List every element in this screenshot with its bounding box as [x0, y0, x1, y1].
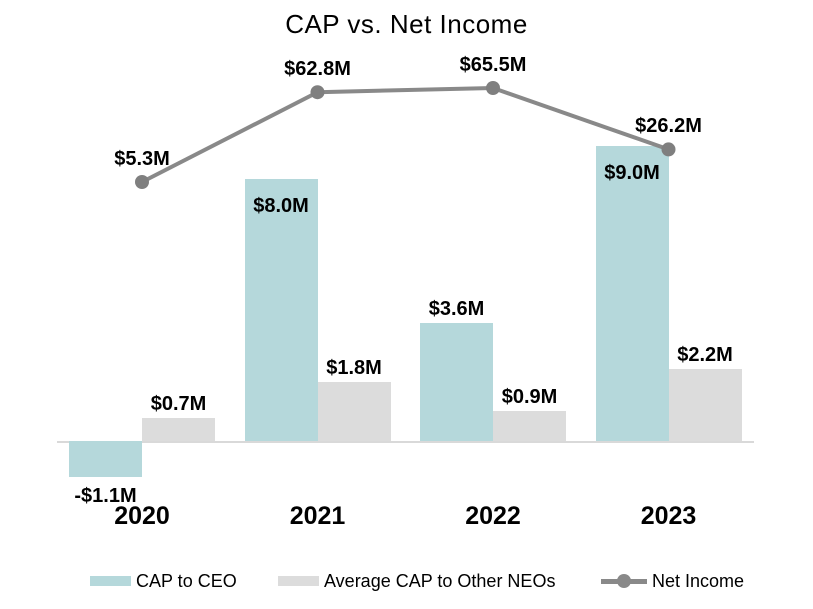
net-income-label-2023: $26.2M: [635, 115, 702, 138]
bar-label-cap-to-ceo-2020: -$1.1M: [74, 485, 137, 507]
x-axis-label-2023: 2023: [640, 502, 697, 530]
x-axis-line: [57, 441, 754, 443]
legend-label-avg-cap-other-neos: Average CAP to Other NEOs: [324, 570, 556, 591]
bar-label-average-cap-to-other-neos-2023: $2.2M: [677, 344, 733, 366]
bar-label-cap-to-ceo-2022: $3.6M: [428, 298, 485, 320]
x-axis-label-2021: 2021: [289, 502, 346, 530]
x-axis-label-2020: 2020: [114, 502, 170, 530]
bar-label-average-cap-to-other-neos-2020: $0.7M: [150, 393, 207, 415]
bar-cap-to-ceo-2021: [244, 179, 318, 441]
net-income-marker-2022: [486, 81, 500, 95]
net-income-label-2022: $65.5M: [459, 54, 527, 76]
legend: CAP to CEO Average CAP to Other NEOs Net…: [0, 568, 813, 594]
bar-average-cap-to-other-neos-2023: [668, 369, 742, 441]
chart-title: CAP vs. Net Income: [285, 9, 528, 39]
net-income-label-2020: $5.3M: [114, 148, 170, 170]
net-income-marker-2021: [310, 85, 325, 100]
net-income-label-2021: $62.8M: [284, 58, 351, 81]
bar-label-average-cap-to-other-neos-2022: $0.9M: [501, 386, 558, 408]
net-income-line-sample-icon: [601, 573, 647, 588]
bar-cap-to-ceo-2023: [595, 146, 669, 441]
legend-item-avg-cap-other-neos: Average CAP to Other NEOs: [278, 568, 555, 594]
net-income-line: [141, 85, 670, 184]
legend-item-net-income: Net Income: [601, 568, 744, 594]
bar-average-cap-to-other-neos-2020: [142, 418, 215, 441]
legend-item-cap-to-ceo: CAP to CEO: [90, 568, 237, 594]
bar-average-cap-to-other-neos-2022: [493, 411, 566, 441]
bar-average-cap-to-other-neos-2021: [317, 382, 391, 441]
cap-to-ceo-swatch-icon: [90, 576, 131, 586]
bar-cap-to-ceo-2022: [420, 323, 493, 441]
net-income-marker-icon: [617, 573, 631, 588]
legend-label-cap-to-ceo: CAP to CEO: [136, 570, 237, 591]
bar-label-cap-to-ceo-2021: $8.0M: [253, 195, 309, 217]
x-axis-label-2022: 2022: [465, 502, 521, 530]
avg-cap-other-neos-swatch-icon: [278, 576, 319, 586]
legend-label-net-income: Net Income: [652, 570, 745, 591]
bar-cap-to-ceo-2020: [69, 441, 142, 477]
bar-label-cap-to-ceo-2023: $9.0M: [604, 162, 660, 184]
bar-label-average-cap-to-other-neos-2021: $1.8M: [326, 357, 382, 379]
net-income-marker-2020: [135, 175, 149, 189]
